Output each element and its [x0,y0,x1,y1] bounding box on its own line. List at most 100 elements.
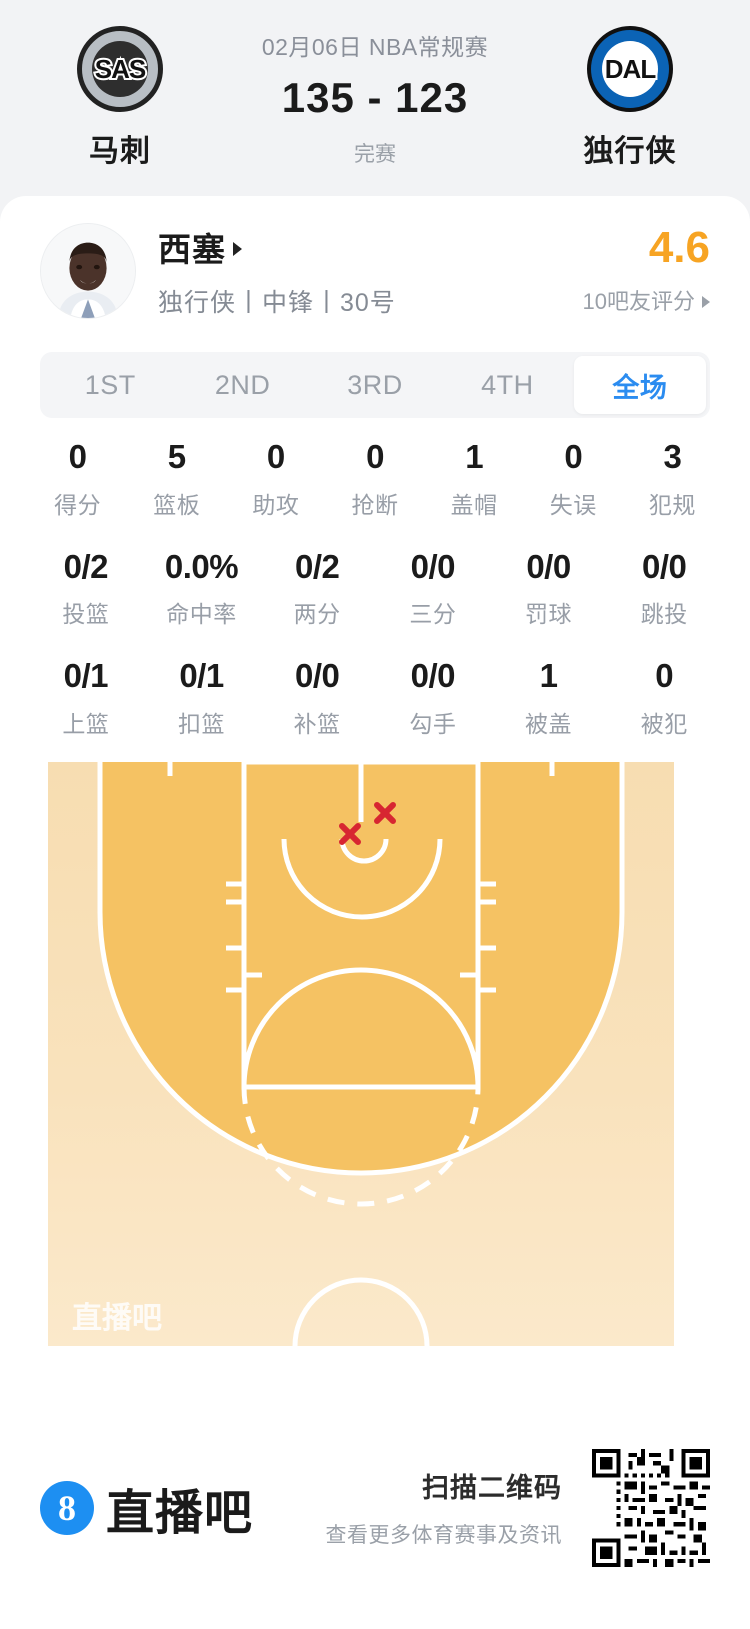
stat-assists: 0 助攻 [226,438,325,520]
quarter-tabs[interactable]: 1ST 2ND 3RD 4TH 全场 [40,352,710,418]
stat-hook-shots: 0/0 勾手 [375,659,491,739]
home-team-name: 马刺 [89,135,151,168]
stat-value: 0/0 [294,657,340,695]
player-rating[interactable]: 4.6 10吧友评分 [583,226,710,316]
home-team[interactable]: SAS 马刺 [0,26,240,170]
brand-logo[interactable]: 8 直播吧 [40,1473,253,1543]
stat-putbacks: 0/0 补篮 [259,659,375,739]
stat-label: 盖帽 [450,491,498,518]
tab-full-game[interactable]: 全场 [573,356,707,414]
stat-value: 5 [167,438,186,475]
brand-name: 直播吧 [106,1486,254,1540]
qr-code-icon [592,1448,710,1567]
stat-label: 投篮 [62,601,110,628]
stat-value: 3 [663,438,682,475]
stat-value: 0/0 [410,547,456,585]
stat-dunks: 0/1 扣篮 [144,659,260,739]
brand-badge-icon: 8 [40,1480,94,1535]
stat-label: 补篮 [293,710,341,737]
stat-label: 命中率 [166,601,237,628]
stat-value: 0 [366,438,384,475]
player-header[interactable]: 西塞 独行侠丨中锋丨30号 4.6 10吧友评分 [0,196,750,346]
tab-1st[interactable]: 1ST [84,369,136,400]
stat-fouls: 3 犯规 [623,438,722,520]
stat-value: 0 [266,438,285,475]
player-team-position-number: 独行侠丨中锋丨30号 [158,289,396,317]
stat-label: 上篮 [62,710,110,737]
rating-value: 4.6 [648,223,710,272]
stat-label: 扣篮 [178,710,225,737]
player-name-line[interactable]: 西塞 [158,223,396,271]
chevron-right-icon [233,242,242,256]
stat-label: 失误 [549,491,597,518]
stat-value: 0.0% [164,547,239,585]
stat-label: 被犯 [640,710,688,737]
scan-qr-block[interactable]: 扫描二维码 查看更多体育赛事及资讯 [326,1448,710,1567]
away-team[interactable]: DAL 独行侠 [510,26,750,170]
scan-title: 扫描二维码 [422,1473,562,1503]
rating-label: 10吧友评分 [582,289,695,314]
stat-label: 助攻 [252,491,300,518]
stat-value: 1 [539,657,558,695]
stat-label: 被盖 [525,710,573,737]
stat-label: 罚球 [525,601,573,628]
stat-value: 0/2 [63,547,109,585]
stat-label: 抢断 [351,491,399,518]
match-status: 完赛 [354,143,396,166]
shot-chart[interactable]: 直播吧 [48,762,674,1346]
stat-points: 0 得分 [28,438,127,520]
shot-marker-miss [339,823,361,845]
stat-three-pointers: 0/0 三分 [375,547,491,630]
stat-value: 0 [68,438,87,475]
stat-fouls-drawn: 0 被犯 [606,659,722,739]
stat-layups: 0/1 上篮 [28,659,144,739]
stat-value: 0/0 [642,547,687,585]
chevron-right-icon [702,296,710,308]
stat-label: 两分 [293,601,341,628]
stats-row-shooting: 0/2 投篮 0.0% 命中率 0/2 两分 0/0 三分 0/0 罚球 0/0… [0,547,750,630]
stat-field-goals: 0/2 投篮 [28,547,144,630]
stat-value: 1 [465,438,484,475]
stat-turnovers: 0 失误 [524,438,623,520]
stat-value: 0 [655,657,674,695]
scan-text: 扫描二维码 查看更多体育赛事及资讯 [326,1466,563,1549]
spurs-logo-icon: SAS [77,26,163,112]
stat-value: 0/0 [526,547,571,585]
score-center: 02月06日 NBA常规赛 135 - 123 完赛 [240,28,510,168]
stat-value: 0/1 [179,657,224,695]
stat-free-throws: 0/0 罚球 [491,547,607,630]
scan-subtitle: 查看更多体育赛事及资讯 [325,1524,562,1547]
stats-row-primary: 0 得分 5 篮板 0 助攻 0 抢断 1 盖帽 0 失误 3 犯规 [0,438,750,520]
stat-label: 跳投 [640,601,688,628]
tab-3rd[interactable]: 3RD [347,369,403,400]
stat-two-pointers: 0/2 两分 [259,547,375,630]
footer: 8 直播吧 扫描二维码 查看更多体育赛事及资讯 [0,1386,750,1629]
away-team-name: 独行侠 [583,135,677,168]
match-meta: 02月06日 NBA常规赛 [261,34,489,60]
shot-marker-miss [374,802,396,824]
stat-label: 勾手 [409,710,457,737]
stat-value: 0 [564,438,583,475]
stat-label: 犯规 [648,491,696,518]
away-team-abbr: DAL [603,52,658,86]
court-diagram: 直播吧 [48,762,674,1346]
stat-label: 得分 [54,491,102,518]
home-team-abbr: SAS [93,52,149,86]
stat-steals: 0 抢断 [325,438,424,520]
stats-row-shot-types: 0/1 上篮 0/1 扣篮 0/0 补篮 0/0 勾手 1 被盖 0 被犯 [0,659,750,739]
scoreboard: SAS 马刺 02月06日 NBA常规赛 135 - 123 完赛 DAL 独行… [0,0,750,196]
mavericks-logo-icon: DAL [587,26,673,112]
tab-4th[interactable]: 4TH [481,369,534,400]
court-watermark: 直播吧 [72,1302,162,1335]
stat-label: 篮板 [153,491,201,518]
stat-field-goal-pct: 0.0% 命中率 [144,547,260,630]
stat-rebounds: 5 篮板 [127,438,226,520]
player-info: 西塞 独行侠丨中锋丨30号 [158,223,396,319]
stat-value: 0/2 [294,547,340,585]
stat-value: 0/1 [63,657,109,695]
player-avatar [40,223,136,319]
rating-label-line[interactable]: 10吧友评分 [583,284,710,316]
player-name: 西塞 [158,231,226,268]
tab-2nd[interactable]: 2ND [214,369,271,400]
stat-blocks: 1 盖帽 [425,438,524,520]
